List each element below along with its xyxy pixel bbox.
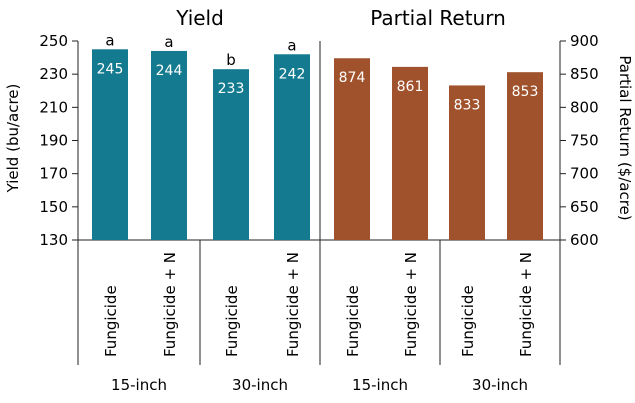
yield-category-label: Fungicide [223, 285, 241, 357]
return-panel-title: Partial Return [370, 6, 506, 30]
return-value-label: 874 [339, 70, 366, 86]
return-category-label: Fungicide [459, 285, 477, 357]
yield-value-label: 244 [156, 63, 183, 79]
right-tick-label: 800 [570, 98, 599, 116]
yield-significance-letter: a [287, 36, 296, 54]
bars [92, 49, 543, 241]
row-spacing-group-label: 15-inch [111, 376, 167, 394]
row-spacing-group-label: 15-inch [352, 376, 408, 394]
group-labels: 15-inch 30-inch 15-inch 30-inch [111, 376, 528, 394]
axis-ticks: 130 150 170 190 210 230 250 600 650 700 750 800 850 9… [39, 32, 598, 249]
right-tick-label: 700 [570, 165, 599, 183]
yield-category-label: Fungicide [102, 285, 120, 357]
return-category-label: Fungicide + N [517, 252, 535, 357]
return-value-label: 833 [454, 97, 481, 113]
return-bar [507, 72, 543, 240]
yield-value-label: 233 [218, 81, 245, 97]
yield-panel-title: Yield [175, 6, 224, 30]
yield-significance-letter: a [105, 31, 114, 49]
right-tick-label: 850 [570, 65, 599, 83]
return-value-label: 853 [512, 84, 539, 100]
row-spacing-group-label: 30-inch [472, 376, 528, 394]
left-tick-label: 210 [39, 98, 68, 116]
return-category-label: Fungicide + N [402, 252, 420, 357]
category-labels: Fungicide Fungicide + N Fungicide Fungicide… [102, 252, 535, 357]
return-value-label: 861 [397, 79, 424, 95]
panel-titles: Yield Partial Return [175, 6, 506, 30]
yield-value-label: 242 [279, 66, 306, 82]
left-axis-title: Yield (bu/acre) [4, 84, 22, 194]
left-tick-label: 230 [39, 65, 68, 83]
yield-bar [274, 54, 310, 241]
yield-significance-letter: b [226, 51, 236, 69]
row-spacing-group-label: 30-inch [232, 376, 288, 394]
left-tick-label: 190 [39, 132, 68, 150]
left-tick-label: 250 [39, 32, 68, 50]
right-tick-label: 650 [570, 198, 599, 216]
yield-bar [151, 50, 187, 241]
axis-titles: Yield (bu/acre) Partial Return ($/acre) [4, 55, 634, 220]
yield-significance-letter: a [164, 33, 173, 51]
right-axis-title: Partial Return ($/acre) [616, 55, 634, 220]
yield-bar [92, 49, 128, 240]
left-tick-label: 130 [39, 231, 68, 249]
yield-category-label: Fungicide + N [161, 252, 179, 357]
left-tick-label: 150 [39, 198, 68, 216]
plot-frame [77, 41, 561, 365]
return-bar [334, 58, 370, 240]
yield-bar [213, 69, 249, 240]
right-tick-label: 900 [570, 32, 599, 50]
data-labels: 245 a 244 a 233 b 242 a 874 861 833 853 [97, 31, 539, 113]
return-bar [449, 85, 485, 241]
yield-category-label: Fungicide + N [284, 252, 302, 357]
left-tick-label: 170 [39, 165, 68, 183]
return-bar [392, 66, 428, 241]
right-tick-label: 600 [570, 231, 599, 249]
right-tick-label: 750 [570, 132, 599, 150]
yield-value-label: 245 [97, 61, 124, 77]
return-category-label: Fungicide [344, 285, 362, 357]
